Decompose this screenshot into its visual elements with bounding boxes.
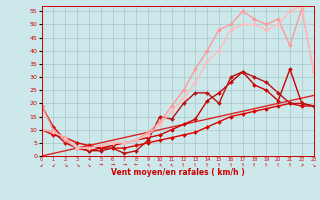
X-axis label: Vent moyen/en rafales ( km/h ): Vent moyen/en rafales ( km/h ): [111, 168, 244, 177]
